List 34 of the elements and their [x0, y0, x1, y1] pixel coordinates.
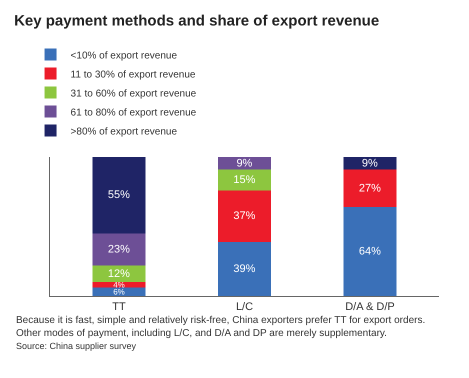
data-label: 6%: [113, 287, 125, 296]
data-label: 23%: [108, 243, 130, 256]
x-tick-label: D/A & D/P: [345, 301, 395, 314]
legend-label: 31 to 60% of export revenue: [70, 88, 197, 100]
bar: [344, 170, 396, 208]
source-note: Source: China supplier survey: [16, 341, 137, 351]
data-label: 37%: [233, 210, 256, 222]
bar: [344, 207, 396, 296]
bar: [92, 233, 146, 266]
data-label: 55%: [108, 189, 130, 202]
data-label: 9%: [236, 157, 253, 170]
data-label: 9%: [362, 157, 378, 170]
legend-label: <10% of export revenue: [70, 50, 178, 62]
legend-label: >80% of export revenue: [70, 126, 178, 138]
text: Because it is fast, simple and relatively risk-free, China exporters prefer TT for export orders. Other modes of payment, including L/C, and D/A and DP are merely supplementary.: [16, 315, 426, 339]
legend-label: 61 to 80% of export revenue: [70, 107, 197, 118]
legend-label: 11 to 30% of export revenue: [70, 69, 196, 80]
bar: [218, 242, 271, 296]
x-tick-label: TT: [112, 301, 126, 314]
data-label: 64%: [358, 246, 382, 258]
chart-title: Key payment methods and share of export revenue: [14, 12, 380, 30]
bar: [92, 265, 146, 282]
bar: [218, 157, 271, 170]
data-label: 12%: [108, 268, 130, 280]
data-label: 27%: [358, 182, 382, 194]
bar: [218, 170, 271, 190]
data-label: 15%: [233, 174, 256, 186]
bar: [344, 157, 396, 170]
data-label: 39%: [233, 262, 256, 275]
bar: [218, 190, 271, 242]
data-label: 4%: [113, 280, 125, 290]
bar: [92, 288, 146, 296]
bar: [92, 157, 146, 234]
x-tick-label: L/C: [236, 301, 254, 314]
